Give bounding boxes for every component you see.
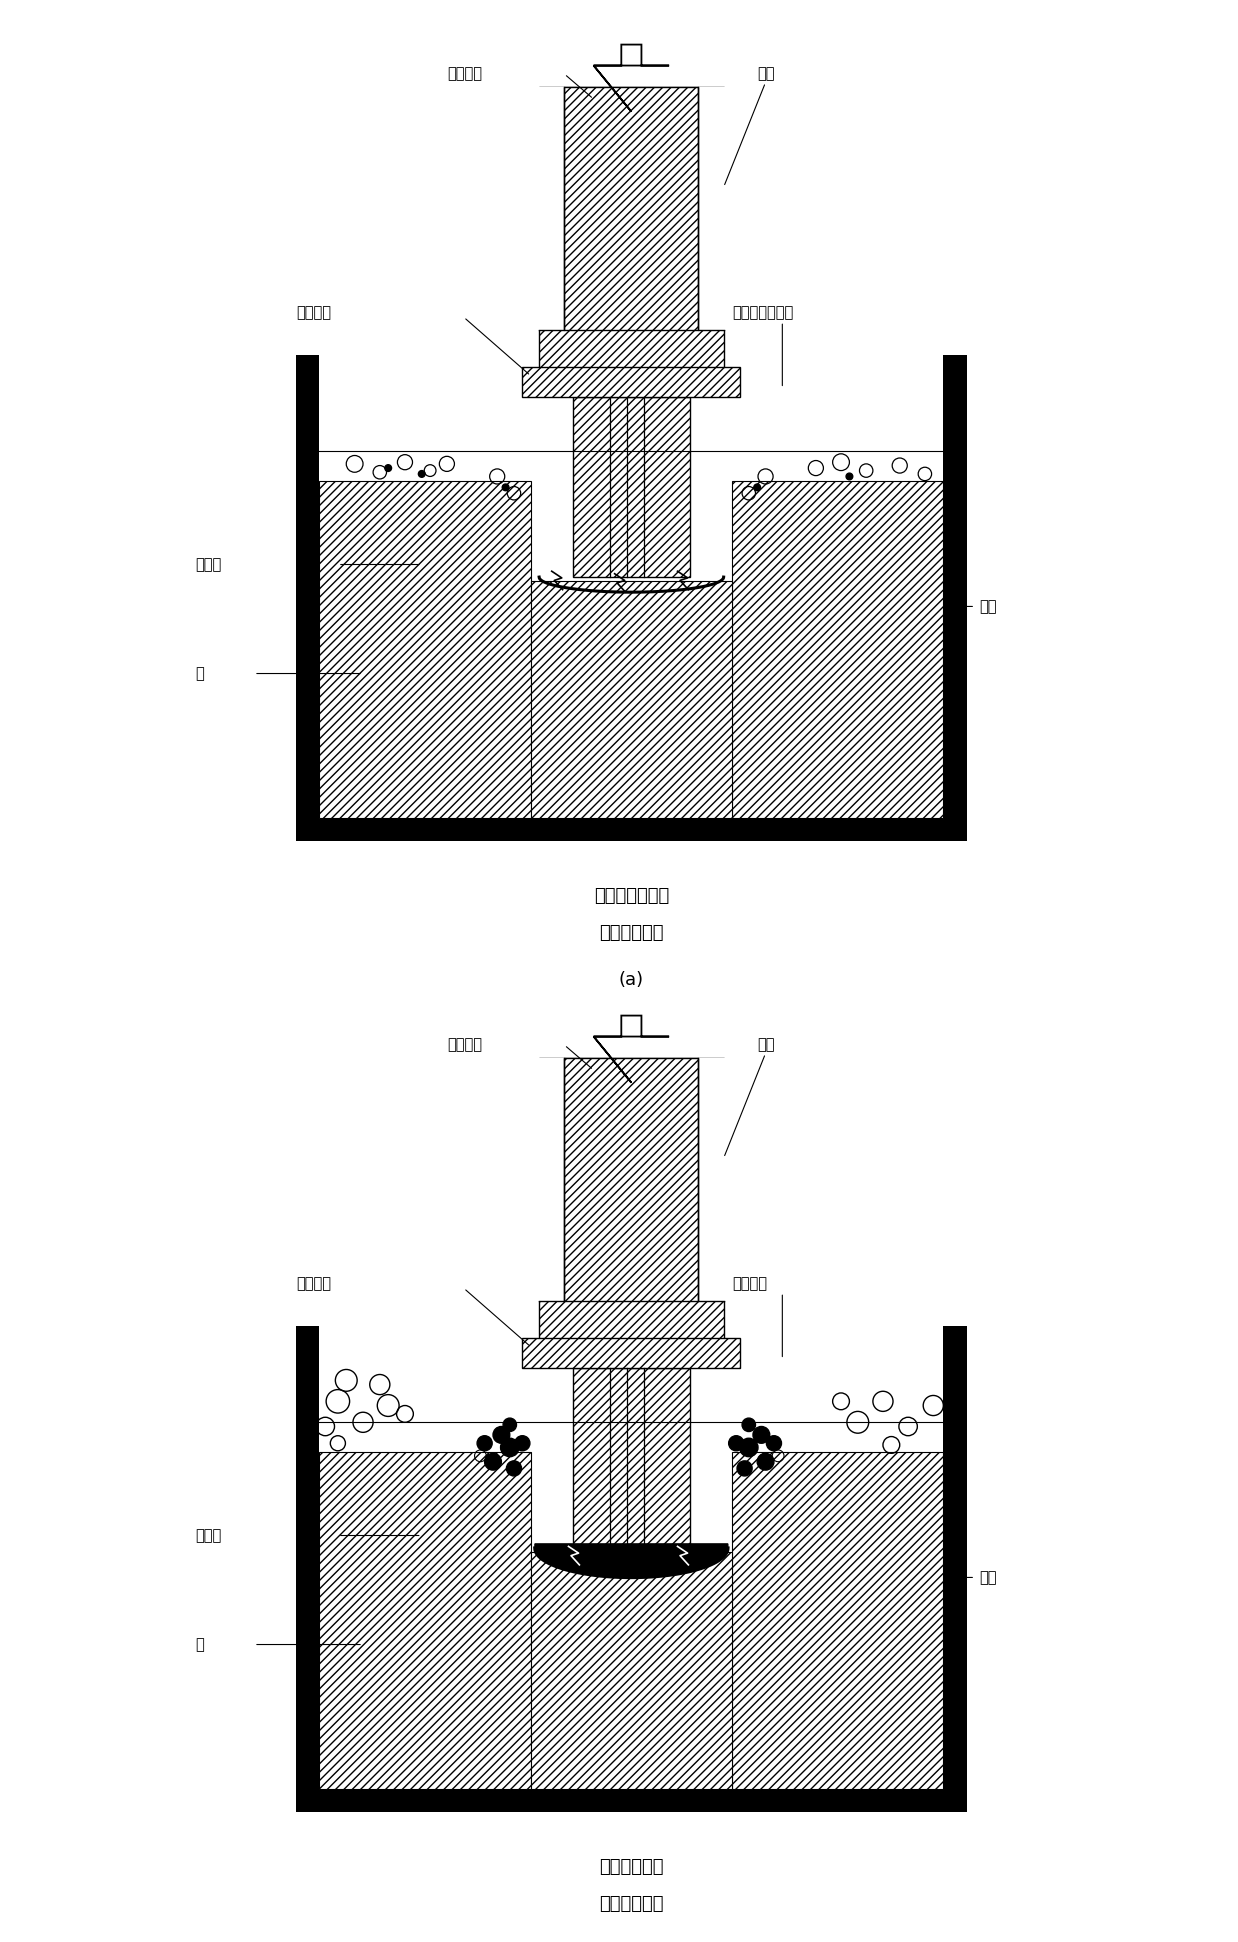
Circle shape (503, 1418, 516, 1431)
Bar (319, 355, 943, 818)
Circle shape (729, 1435, 744, 1451)
Bar (319, 482, 531, 818)
Circle shape (500, 1439, 519, 1456)
Bar (539, 87, 565, 330)
Bar (573, 396, 690, 577)
Text: 混合气体: 混合气体 (296, 305, 331, 320)
Bar (531, 1552, 732, 1789)
Bar (943, 1326, 967, 1812)
Bar (732, 482, 943, 818)
Bar (319, 1453, 531, 1789)
Circle shape (385, 464, 391, 472)
Circle shape (754, 484, 760, 491)
Text: 工件: 工件 (979, 598, 997, 614)
Text: 水: 水 (196, 666, 204, 682)
Polygon shape (594, 1016, 669, 1084)
Bar (724, 1058, 744, 1301)
Text: 引燃活化阶段: 引燃活化阶段 (599, 924, 664, 942)
Bar (319, 1326, 943, 1789)
Bar (573, 1367, 690, 1548)
Text: 进给方向: 进给方向 (447, 66, 482, 82)
Text: 电火花加工产物: 电火花加工产物 (732, 305, 794, 320)
Bar (522, 1338, 740, 1367)
Circle shape (758, 1453, 774, 1470)
Bar (296, 1789, 967, 1812)
Bar (698, 87, 724, 330)
Polygon shape (535, 1544, 728, 1577)
Circle shape (484, 1453, 501, 1470)
Bar (565, 87, 698, 330)
Circle shape (418, 470, 425, 478)
Circle shape (506, 1460, 521, 1476)
Text: (a): (a) (619, 971, 644, 988)
Bar (724, 87, 744, 330)
Text: 电极: 电极 (758, 1037, 775, 1053)
Bar (943, 355, 967, 841)
Text: 混合气体: 混合气体 (296, 1276, 331, 1291)
Bar (539, 87, 724, 371)
Text: 活化区: 活化区 (196, 557, 222, 573)
Text: 水: 水 (196, 1637, 204, 1653)
Bar (565, 1058, 698, 1301)
Text: 烧蚀产物: 烧蚀产物 (732, 1276, 768, 1291)
Circle shape (503, 484, 509, 491)
Bar (531, 581, 732, 818)
Bar (732, 1453, 943, 1789)
Text: 常规电火花放电: 常规电火花放电 (594, 887, 669, 905)
Circle shape (477, 1435, 493, 1451)
Bar (539, 1058, 565, 1301)
Circle shape (766, 1435, 781, 1451)
Text: 电极: 电极 (758, 66, 775, 82)
Bar (296, 818, 967, 841)
Circle shape (737, 1460, 753, 1476)
Polygon shape (594, 45, 669, 111)
Circle shape (515, 1435, 530, 1451)
Bar (296, 1326, 319, 1812)
Bar (519, 87, 539, 330)
Circle shape (493, 1427, 510, 1443)
Text: 烧蚀区: 烧蚀区 (196, 1528, 222, 1544)
Bar (539, 1058, 724, 1342)
Text: 氧化蚀除阶段: 氧化蚀除阶段 (599, 1895, 664, 1913)
Bar (296, 355, 319, 841)
Text: 进给方向: 进给方向 (447, 1037, 482, 1053)
Bar (698, 1058, 724, 1301)
Text: 工件: 工件 (979, 1569, 997, 1585)
Circle shape (742, 1418, 755, 1431)
Bar (519, 1058, 539, 1301)
Bar (522, 367, 740, 396)
Circle shape (846, 474, 853, 480)
Circle shape (739, 1439, 758, 1456)
Circle shape (753, 1427, 770, 1443)
Text: 通入混合气体: 通入混合气体 (599, 1858, 664, 1876)
